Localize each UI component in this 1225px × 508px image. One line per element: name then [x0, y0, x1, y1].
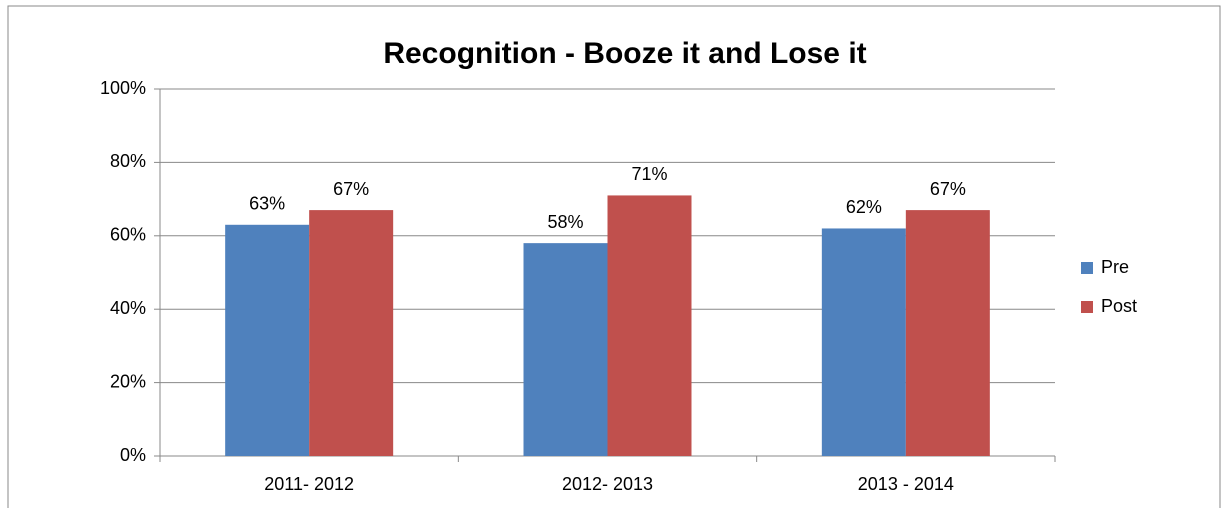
y-tick-label: 80%: [110, 151, 146, 171]
bar: [309, 210, 394, 456]
legend-label: Post: [1101, 296, 1137, 316]
y-tick-label: 40%: [110, 298, 146, 318]
bar: [523, 243, 608, 456]
value-label: 67%: [333, 179, 369, 199]
value-label: 63%: [249, 194, 285, 214]
legend-label: Pre: [1101, 257, 1129, 277]
y-tick-label: 20%: [110, 371, 146, 391]
value-label: 62%: [846, 197, 882, 217]
y-tick-label: 0%: [120, 445, 146, 465]
x-tick-label: 2012- 2013: [562, 474, 653, 494]
bar: [905, 210, 990, 456]
x-tick-label: 2013 - 2014: [858, 474, 954, 494]
value-label: 67%: [930, 179, 966, 199]
chart-title: Recognition - Booze it and Lose it: [383, 37, 866, 70]
legend-swatch: [1081, 262, 1093, 274]
bar: [225, 224, 310, 456]
y-tick-label: 60%: [110, 225, 146, 245]
bar: [821, 228, 906, 456]
x-tick-label: 2011- 2012: [264, 474, 354, 494]
bar: [607, 195, 692, 456]
chart-border: [7, 5, 1221, 508]
value-label: 58%: [547, 212, 583, 232]
value-label: 71%: [631, 164, 667, 184]
y-tick-label: 100%: [100, 78, 146, 98]
legend-swatch: [1081, 301, 1093, 313]
